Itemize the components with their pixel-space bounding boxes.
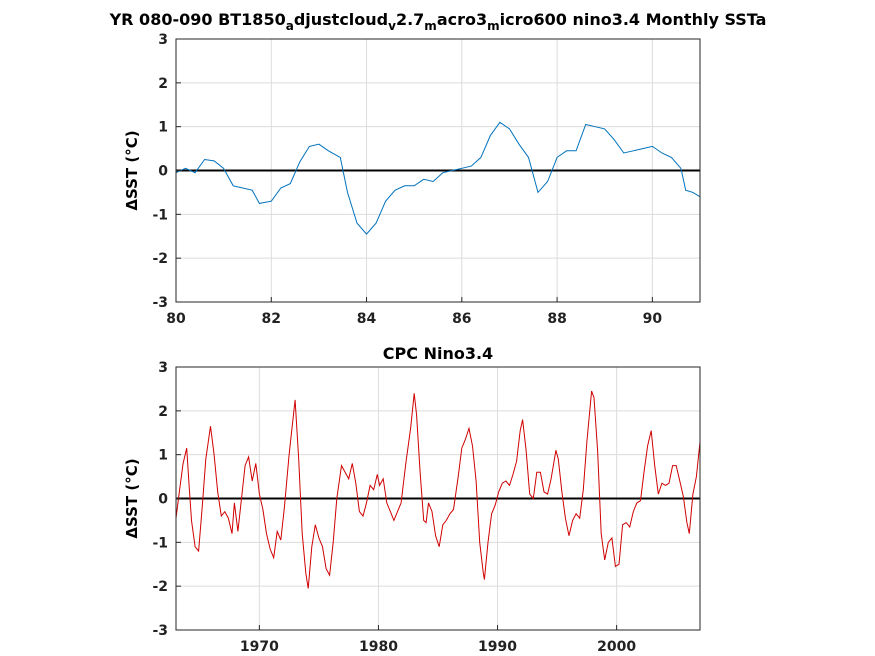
x-tick-label: 90 (643, 311, 663, 327)
x-tick-label: 1990 (478, 639, 517, 655)
y-tick-label: -3 (152, 623, 168, 639)
top-y-axis-label: ΔSST (°C) (123, 130, 141, 210)
y-tick-label: 0 (158, 164, 168, 180)
y-tick-label: 3 (158, 32, 168, 48)
y-tick-label: 3 (158, 360, 168, 376)
y-tick-label: -2 (152, 251, 168, 267)
title-segment: icro600 nino3.4 Monthly SSTa (500, 10, 767, 29)
title-subscript: a (286, 19, 294, 33)
y-tick-label: 1 (158, 120, 168, 136)
bottom-chart-title: CPC Nino3.4 (383, 344, 493, 363)
x-tick-label: 1970 (240, 639, 279, 655)
title-subscript: m (487, 19, 500, 33)
y-tick-label: 2 (158, 404, 168, 420)
x-tick-label: 82 (262, 311, 281, 327)
x-tick-label: 1980 (359, 639, 398, 655)
bottom-y-axis-label: ΔSST (°C) (123, 458, 141, 538)
y-tick-label: -1 (152, 207, 168, 223)
x-tick-label: 2000 (597, 639, 636, 655)
title-segment: 2.7 (396, 10, 424, 29)
x-tick-label: 86 (452, 311, 471, 327)
y-tick-label: 2 (158, 76, 168, 92)
x-tick-label: 88 (547, 311, 566, 327)
bottom-panel: CPC Nino3.4 1970 1980 1990 2000 -3-2-10123 … (123, 344, 701, 655)
y-tick-label: -2 (152, 579, 168, 595)
title-segment: acro3 (437, 10, 487, 29)
top-chart-title: YR 080-090 BT1850adjustcloudv2.7macro3mi… (109, 10, 767, 33)
title-segment: djustcloud (294, 10, 388, 29)
top-panel: YR 080-090 BT1850adjustcloudv2.7macro3mi… (109, 10, 767, 327)
y-tick-label: -1 (152, 535, 168, 551)
top-series-line (175, 121, 701, 235)
x-tick-label: 80 (166, 311, 186, 327)
y-tick-label: 1 (158, 448, 168, 464)
bottom-y-tick-labels: -3 -2 -1 0 1 2 3 (152, 360, 181, 639)
bottom-series-line (175, 390, 701, 589)
title-subscript: m (424, 19, 437, 33)
bottom-x-tick-labels: 1970 1980 1990 2000 (240, 625, 636, 655)
y-tick-label: -3 (152, 295, 168, 311)
title-subscript: v (388, 19, 396, 33)
x-tick-label: 84 (357, 311, 377, 327)
top-x-tick-labels: 80 82 84 86 88 90 (166, 297, 662, 327)
title-segment: YR 080-090 BT1850 (109, 10, 286, 29)
top-y-tick-labels: -3 -2 -1 0 1 2 3 (152, 32, 181, 311)
y-tick-label: 0 (158, 492, 168, 508)
